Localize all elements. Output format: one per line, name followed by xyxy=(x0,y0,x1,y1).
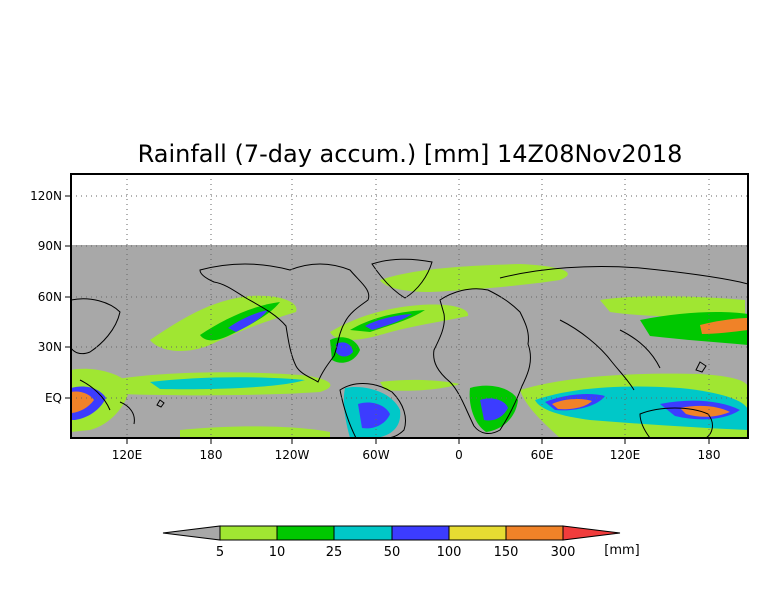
y-tick-label: 90N xyxy=(38,239,62,253)
rain-band-subarctic xyxy=(380,264,568,292)
y-tick-label: EQ xyxy=(45,391,62,405)
grid-lines xyxy=(71,174,748,438)
coastline-south-america xyxy=(339,383,406,438)
rain-west-pacific-extreme xyxy=(680,405,730,417)
x-tick-label: 120E xyxy=(112,448,143,462)
coastline-australia xyxy=(639,407,713,438)
colorbar-bin xyxy=(505,525,564,541)
coastline-pacific-islands xyxy=(156,361,707,408)
colorbar-over-triangle xyxy=(562,525,621,541)
colorbar-level: 300 xyxy=(551,545,576,560)
y-tick-label: 60N xyxy=(38,290,62,304)
map-title: Rainfall (7-day accum.) [mm] 14Z08Nov201… xyxy=(138,140,683,168)
x-tick-label: 180 xyxy=(200,448,223,462)
itcz-pacific-core xyxy=(150,377,305,390)
colorbar-unit: [mm] xyxy=(604,543,639,558)
rain-west-edge-extreme xyxy=(71,391,94,413)
colorbar-bin xyxy=(391,525,450,541)
x-tick-label: 120E xyxy=(610,448,641,462)
rain-se-us-heavy xyxy=(336,342,353,357)
coastlines xyxy=(71,258,748,438)
coastline-north-america xyxy=(199,263,370,383)
y-axis xyxy=(65,195,71,399)
colorbar-level: 100 xyxy=(437,545,462,560)
itcz-atlantic xyxy=(380,379,460,391)
no-data-region xyxy=(71,174,748,245)
rain-maritime-extreme xyxy=(552,399,592,410)
y-tick-label: 30N xyxy=(38,340,62,354)
coastline-greenland xyxy=(371,258,433,299)
colorbar-level: 150 xyxy=(494,545,519,560)
x-tick-label: 60E xyxy=(531,448,554,462)
x-tick-label: 0 xyxy=(455,448,463,462)
colorbar-level: 5 xyxy=(216,545,224,560)
x-tick-label: 60W xyxy=(362,448,389,462)
colorbar-bin xyxy=(333,525,393,541)
colorbar-level: 25 xyxy=(326,545,343,560)
map-frame xyxy=(70,173,749,439)
colorbar-level: 50 xyxy=(384,545,401,560)
x-tick-label: 180 xyxy=(698,448,721,462)
coastline-asia xyxy=(499,265,748,391)
map-panel xyxy=(71,174,748,438)
rain-central-africa-core xyxy=(480,398,508,421)
colorbar-bin xyxy=(219,525,278,541)
colorbar: 5 10 25 50 100 150 300 [mm] xyxy=(162,525,640,560)
y-tick-labels: 120N 90N 60N 30N EQ xyxy=(30,189,62,405)
rain-band-north-atlantic-heavy xyxy=(365,314,412,330)
colorbar-bin xyxy=(276,525,335,541)
coastline-west-edge xyxy=(71,298,135,425)
rain-band-nw-pacific-heavy xyxy=(700,318,748,334)
rain-band-nw-pacific xyxy=(640,312,748,345)
colorbar-under-triangle xyxy=(162,525,221,541)
rain-band-north-pacific-heavy xyxy=(228,310,268,332)
colorbar-bin xyxy=(448,525,507,541)
x-tick-label: 120W xyxy=(275,448,310,462)
colorbar-level: 10 xyxy=(269,545,286,560)
x-tick-labels: 120E 180 120W 60W 0 60E 120E 180 xyxy=(112,448,721,462)
rain-south-america-heavy xyxy=(358,402,390,429)
y-tick-label: 120N xyxy=(30,189,62,203)
x-axis xyxy=(126,438,710,444)
coastline-eurasia-africa xyxy=(433,288,531,434)
